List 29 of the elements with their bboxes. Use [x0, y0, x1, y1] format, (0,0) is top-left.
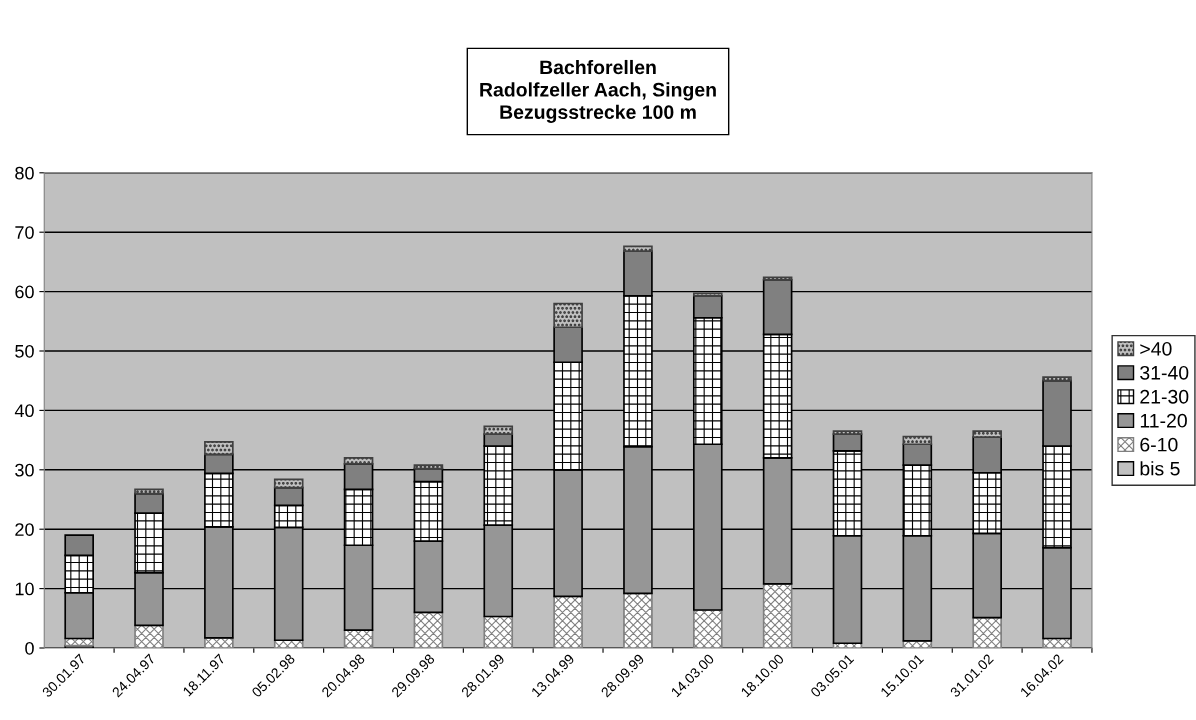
legend-label: 21-30 [1140, 389, 1189, 404]
legend-label: 11-20 [1140, 413, 1187, 428]
y-tick-label: 60 [15, 285, 34, 299]
y-tick-label: 50 [15, 344, 34, 358]
legend-label: bis 5 [1140, 461, 1180, 476]
bar [623, 245, 653, 253]
y-tick-label: 80 [15, 166, 34, 180]
bar [692, 292, 723, 297]
legend-label: 6-10 [1140, 437, 1178, 452]
y-tick-label: 70 [15, 226, 34, 239]
y-tick-label: 20 [15, 523, 34, 536]
bar [553, 302, 583, 329]
bar [273, 478, 304, 489]
bar [762, 276, 793, 281]
y-tick-label: 0 [25, 641, 34, 655]
bar [483, 425, 514, 435]
legend-label: >40 [1140, 341, 1172, 356]
bar [832, 430, 863, 435]
bar [972, 430, 1002, 438]
y-tick-label: 30 [15, 463, 34, 477]
y-tick-label: 10 [15, 582, 34, 596]
bar [413, 464, 444, 470]
bar [204, 441, 234, 456]
y-tick-label: 40 [14, 404, 34, 418]
bar [902, 435, 933, 446]
chart-title: Bachforellen Radolfzeller Aach, Singen Bezugsstrecke 100 m [480, 59, 716, 123]
legend-label: 31-40 [1140, 365, 1189, 380]
bar [343, 457, 374, 465]
bar [1042, 376, 1072, 382]
